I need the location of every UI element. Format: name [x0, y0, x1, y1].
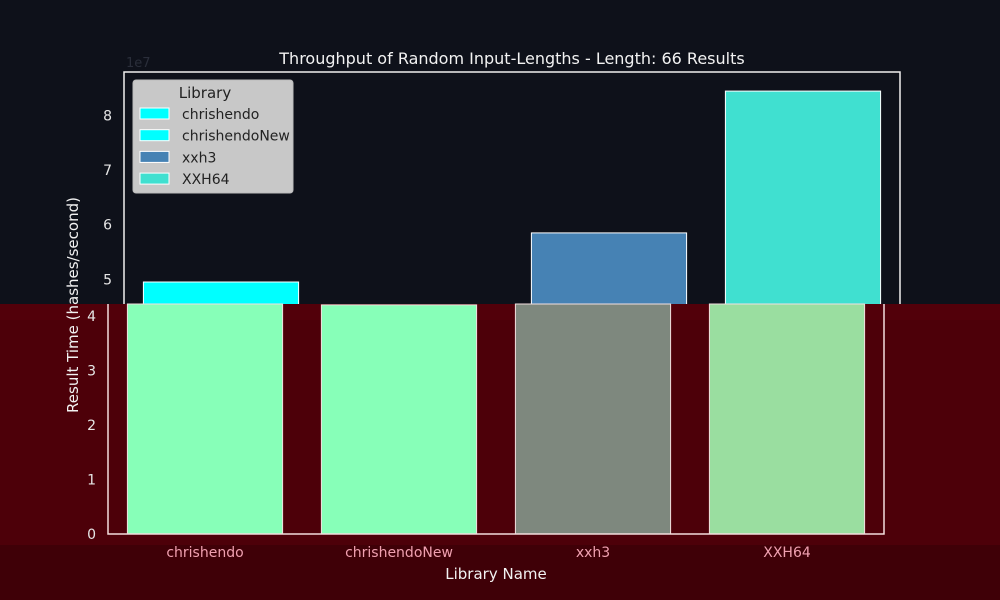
legend-swatch-chrishendo: [139, 107, 170, 120]
y-scale-label: 1e7: [126, 56, 151, 71]
legend-label-XXH64: XXH64: [182, 172, 230, 188]
band-bottom-strip: [0, 545, 1000, 600]
legend-label-chrishendoNew: chrishendoNew: [182, 129, 290, 145]
y-tick-label: 6: [103, 218, 112, 234]
legend-label-xxh3: xxh3: [182, 150, 216, 166]
y-tick-label: 2: [87, 418, 96, 434]
y-tick-label: 0: [87, 527, 96, 543]
legend: Library chrishendo chrishendoNew xxh3 XXH64: [132, 79, 294, 194]
legend-swatch-XXH64: [139, 172, 170, 185]
shadow-bar-chrishendoNew: [320, 304, 478, 535]
y-tick-label: 7: [103, 163, 112, 179]
y-tick-label: 3: [87, 363, 96, 379]
shadow-bar-xxh3: [514, 303, 672, 535]
x-axis-title: Library Name: [445, 565, 546, 583]
y-tick-label: 5: [103, 272, 112, 288]
x-tick-label: chrishendoNew: [345, 545, 453, 561]
y-tick-label: 4: [87, 309, 96, 325]
legend-label-chrishendo: chrishendo: [182, 107, 259, 123]
shadow-plot-frame: [107, 304, 885, 535]
legend-title: Library: [179, 84, 232, 102]
shadow-bar-XXH64: [708, 303, 866, 535]
x-tick-label: chrishendo: [166, 545, 243, 561]
y-tick-label: 8: [103, 109, 112, 125]
legend-swatch-chrishendoNew: [139, 129, 170, 142]
legend-swatch-xxh3: [139, 150, 170, 163]
x-tick-label: xxh3: [576, 545, 610, 561]
y-tick-label: 1: [87, 472, 96, 488]
x-tick-label: XXH64: [763, 545, 811, 561]
y-axis-title: Result Time (hashes/second): [64, 197, 82, 413]
shadow-bar-chrishendo: [126, 303, 284, 535]
chart-title: Throughput of Random Input-Lengths - Len…: [278, 49, 744, 68]
legend-box: [132, 79, 294, 194]
tinted-band: [0, 303, 1000, 600]
